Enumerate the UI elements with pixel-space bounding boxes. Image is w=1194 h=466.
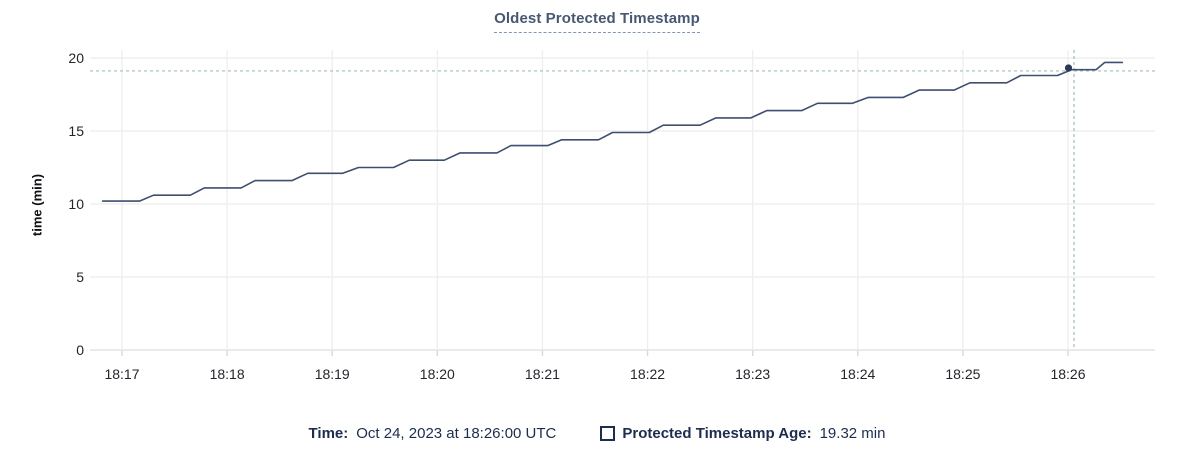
x-tick-label: 18:17 (104, 366, 139, 382)
y-tick-label: 20 (68, 50, 84, 66)
time-value: Oct 24, 2023 at 18:26:00 UTC (356, 425, 557, 442)
x-tick-label: 18:18 (210, 366, 245, 382)
y-tick-label: 5 (76, 269, 84, 285)
series-legend-item: Protected Timestamp Age: 19.32 min (600, 425, 885, 442)
x-tick-label: 18:26 (1050, 366, 1085, 382)
x-tick-label: 18:20 (420, 366, 455, 382)
x-tick-label: 18:22 (630, 366, 665, 382)
series-toggle-swatch-icon[interactable] (600, 426, 616, 441)
series-value: 19.32 min (819, 425, 886, 442)
x-tick-label: 18:24 (840, 366, 875, 382)
chart-header: Oldest Protected Timestamp (0, 10, 1194, 33)
y-tick-label: 10 (68, 196, 84, 212)
chart-title[interactable]: Oldest Protected Timestamp (494, 10, 700, 33)
chart-legend: Time: Oct 24, 2023 at 18:26:00 UTC Prote… (0, 425, 1194, 442)
x-tick-label: 18:25 (945, 366, 980, 382)
x-tick-label: 18:23 (735, 366, 770, 382)
hover-time-readout: Time: Oct 24, 2023 at 18:26:00 UTC (309, 425, 557, 442)
series-line (101, 61, 1124, 202)
y-tick-label: 15 (68, 123, 84, 139)
x-tick-label: 18:21 (525, 366, 560, 382)
series-label: Protected Timestamp Age: (622, 425, 812, 442)
y-tick-label: 0 (76, 342, 84, 358)
x-tick-label: 18:19 (315, 366, 350, 382)
time-label: Time: (308, 425, 349, 442)
hover-point-dot (1064, 64, 1073, 72)
line-chart-plot-area[interactable]: 18:17 18:18 18:19 18:20 18:21 18:22 18:23 18:24… (0, 0, 1194, 410)
